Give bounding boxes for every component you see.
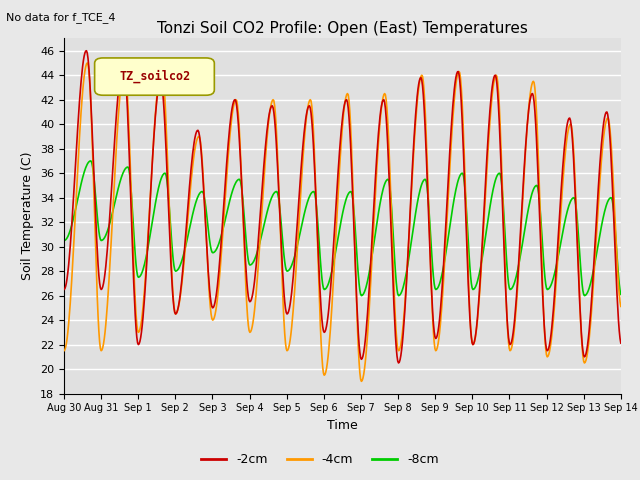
Text: No data for f_TCE_4: No data for f_TCE_4 bbox=[6, 12, 116, 23]
Y-axis label: Soil Temperature (C): Soil Temperature (C) bbox=[22, 152, 35, 280]
FancyBboxPatch shape bbox=[95, 58, 214, 95]
Legend: -2cm, -4cm, -8cm: -2cm, -4cm, -8cm bbox=[196, 448, 444, 471]
Title: Tonzi Soil CO2 Profile: Open (East) Temperatures: Tonzi Soil CO2 Profile: Open (East) Temp… bbox=[157, 21, 528, 36]
Text: TZ_soilco2: TZ_soilco2 bbox=[119, 69, 190, 83]
X-axis label: Time: Time bbox=[327, 419, 358, 432]
